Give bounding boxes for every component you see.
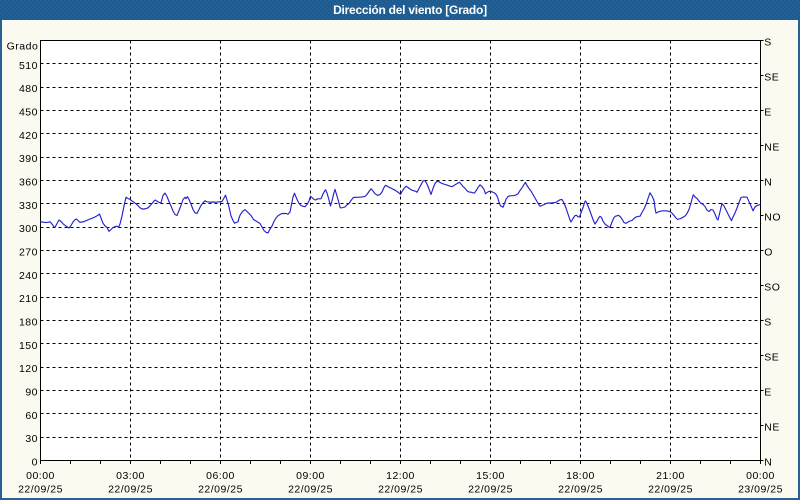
svg-text:120: 120 xyxy=(19,363,38,375)
svg-text:S: S xyxy=(764,37,772,49)
svg-text:00:00: 00:00 xyxy=(746,470,775,482)
svg-text:22/09/25: 22/09/25 xyxy=(468,484,513,496)
svg-text:12:00: 12:00 xyxy=(386,470,415,482)
svg-text:270: 270 xyxy=(19,247,38,259)
svg-text:420: 420 xyxy=(19,130,38,142)
svg-text:240: 240 xyxy=(19,270,38,282)
svg-text:21:00: 21:00 xyxy=(656,470,685,482)
svg-text:NE: NE xyxy=(764,422,780,434)
svg-text:NO: NO xyxy=(764,212,781,224)
svg-text:22/09/25: 22/09/25 xyxy=(648,484,693,496)
svg-text:SO: SO xyxy=(764,282,780,294)
svg-text:450: 450 xyxy=(19,107,38,119)
svg-text:22/09/25: 22/09/25 xyxy=(18,484,63,496)
svg-text:22/09/25: 22/09/25 xyxy=(378,484,423,496)
svg-text:E: E xyxy=(764,387,772,399)
svg-text:09:00: 09:00 xyxy=(296,470,325,482)
svg-text:60: 60 xyxy=(25,410,38,422)
svg-text:E: E xyxy=(764,107,772,119)
svg-text:NE: NE xyxy=(764,142,780,154)
svg-text:23/09/25: 23/09/25 xyxy=(738,484,783,496)
svg-text:0: 0 xyxy=(32,457,38,469)
svg-text:390: 390 xyxy=(19,153,38,165)
svg-text:SE: SE xyxy=(764,72,779,84)
svg-text:30: 30 xyxy=(25,433,38,445)
svg-text:210: 210 xyxy=(19,293,38,305)
svg-text:22/09/25: 22/09/25 xyxy=(198,484,243,496)
svg-text:18:00: 18:00 xyxy=(566,470,595,482)
svg-text:480: 480 xyxy=(19,83,38,95)
svg-text:S: S xyxy=(764,317,772,329)
svg-text:180: 180 xyxy=(19,317,38,329)
svg-text:90: 90 xyxy=(25,387,38,399)
svg-text:22/09/25: 22/09/25 xyxy=(288,484,333,496)
svg-text:Grado: Grado xyxy=(7,40,39,52)
svg-text:03:00: 03:00 xyxy=(116,470,145,482)
svg-text:00:00: 00:00 xyxy=(26,470,55,482)
svg-text:N: N xyxy=(764,457,772,469)
svg-text:SE: SE xyxy=(764,352,779,364)
svg-text:300: 300 xyxy=(19,223,38,235)
svg-text:510: 510 xyxy=(19,60,38,72)
svg-text:Dirección del viento [Grado]: Dirección del viento [Grado] xyxy=(333,3,487,17)
svg-text:22/09/25: 22/09/25 xyxy=(558,484,603,496)
svg-text:15:00: 15:00 xyxy=(476,470,505,482)
svg-text:O: O xyxy=(764,247,773,259)
svg-text:330: 330 xyxy=(19,200,38,212)
svg-text:06:00: 06:00 xyxy=(206,470,235,482)
svg-text:360: 360 xyxy=(19,177,38,189)
svg-text:150: 150 xyxy=(19,340,38,352)
svg-text:22/09/25: 22/09/25 xyxy=(108,484,153,496)
svg-text:N: N xyxy=(764,177,772,189)
